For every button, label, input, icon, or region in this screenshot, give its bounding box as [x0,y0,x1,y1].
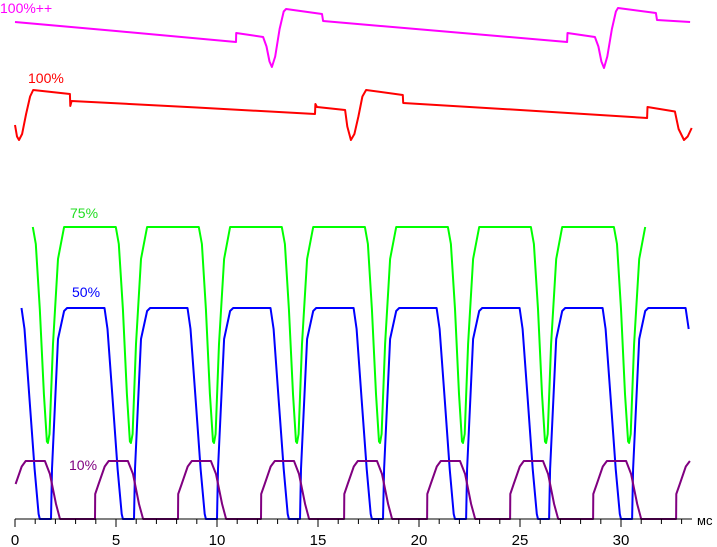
x-tick-label: 15 [310,532,327,547]
series-line-100-plus [14,7,691,69]
x-tick-labels: 0 5 10 15 20 25 30 [11,532,630,547]
x-tick-label: 20 [411,532,428,547]
x-tick-label: 5 [112,532,120,547]
x-tick-label: 10 [209,532,226,547]
x-axis [14,518,692,527]
series-line-10 [14,460,691,520]
series-line-50 [20,307,690,520]
series-label-75: 75% [70,205,98,221]
series-line-75 [31,226,647,444]
series-label-100-plus: 100%++ [0,0,52,16]
series-label-10: 10% [69,457,97,473]
x-tick-label: 25 [512,532,529,547]
series-label-50: 50% [72,284,100,300]
series-line-100 [14,89,693,141]
x-axis-unit-label: мс [697,513,713,528]
series-layer [14,7,693,520]
series-label-100: 100% [28,70,64,86]
x-tick-label: 0 [11,532,19,547]
x-tick-label: 30 [613,532,630,547]
